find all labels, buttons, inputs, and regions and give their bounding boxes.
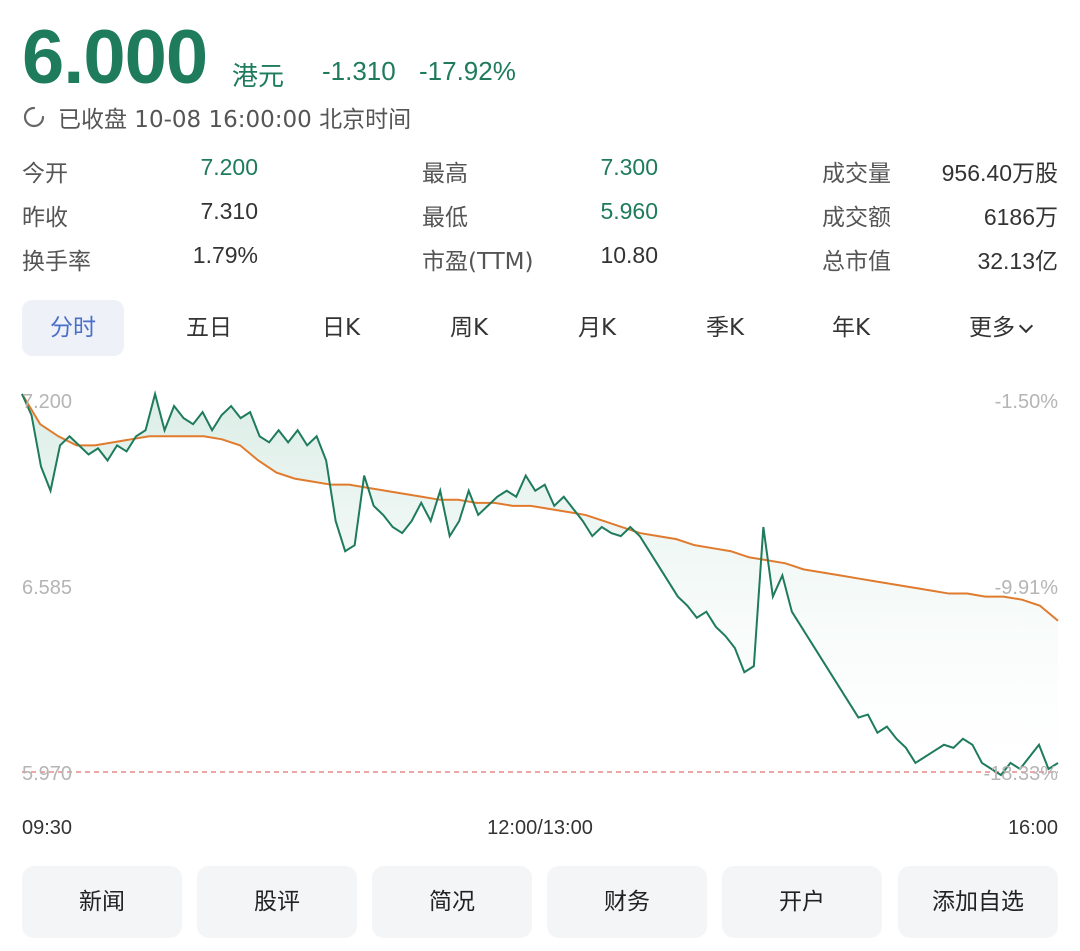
tab-label: 周K	[449, 315, 489, 341]
x-axis-tick: 12:00/13:00	[487, 817, 593, 839]
tab-daily-k[interactable]: 日K	[290, 300, 392, 356]
price-change: -1.310	[322, 56, 396, 86]
pe-value: 10.80	[600, 242, 658, 268]
market-cap-value: 32.13亿	[977, 248, 1058, 274]
market-cap-label: 总市值	[822, 249, 891, 275]
chart-fill-area	[22, 393, 1058, 776]
high-label: 最高	[422, 161, 468, 187]
prev-close-value: 7.310	[200, 198, 258, 224]
volume-value: 956.40万股	[941, 160, 1058, 186]
market-status: 已收盘 10-08 16:00:00 北京时间	[22, 100, 411, 134]
volume-label: 成交量	[822, 161, 891, 187]
x-axis-tick: 16:00	[1008, 817, 1058, 839]
tab-label: 月K	[577, 315, 617, 341]
y-axis-left-tick: 6.585	[22, 577, 72, 599]
profile-button[interactable]: 简况	[372, 866, 532, 938]
y-axis-right-tick: -18.33%	[984, 763, 1059, 785]
currency-unit: 港元	[232, 62, 285, 92]
turnover-rate-value: 1.79%	[192, 242, 258, 268]
tab-more[interactable]: 更多	[942, 300, 1058, 356]
open-label: 今开	[22, 161, 68, 187]
prev-close-label: 昨收	[22, 205, 68, 231]
financials-button[interactable]: 财务	[547, 866, 707, 938]
add-watchlist-button[interactable]: 添加自选	[898, 866, 1058, 938]
turnover-rate-label: 换手率	[22, 249, 91, 275]
y-axis-right-tick: -1.50%	[995, 391, 1059, 413]
low-label: 最低	[422, 205, 468, 231]
tab-label: 季K	[705, 315, 745, 341]
tab-label: 分时	[50, 315, 96, 341]
quote-stats: 今开 7.200 最高 7.300 成交量 956.40万股 昨收 7.310 …	[22, 150, 1058, 280]
news-button[interactable]: 新闻	[22, 866, 182, 938]
high-value: 7.300	[600, 154, 658, 180]
chevron-down-icon	[1018, 318, 1034, 334]
tab-five-day[interactable]: 五日	[158, 300, 260, 356]
chart-svg: 7.200 6.585 5.970 -1.50% -9.91% -18.33% 09:30 1…	[21, 390, 1059, 839]
tab-label: 更多	[969, 315, 1015, 341]
y-axis-right-tick: -9.91%	[995, 577, 1059, 599]
y-axis-left-tick: 7.200	[22, 391, 72, 413]
tab-label: 日K	[321, 315, 361, 341]
status-text: 已收盘 10-08 16:00:00 北京时间	[58, 107, 412, 133]
tab-yearly-k[interactable]: 年K	[800, 300, 902, 356]
tab-monthly-k[interactable]: 月K	[546, 300, 648, 356]
x-axis-tick: 09:30	[22, 817, 72, 839]
turnover-label: 成交额	[822, 205, 891, 231]
price-change-percent: -17.92%	[419, 56, 516, 86]
chart-period-tabs: 分时 五日 日K 周K 月K 季K 年K 更多	[22, 300, 1058, 356]
intraday-chart[interactable]: 7.200 6.585 5.970 -1.50% -9.91% -18.33% 09:30 1…	[0, 370, 1080, 850]
current-price: 6.000	[22, 15, 208, 100]
pe-label: 市盈(TTM)	[422, 249, 534, 275]
turnover-value: 6186万	[983, 204, 1058, 230]
tab-intraday[interactable]: 分时	[22, 300, 124, 356]
open-account-button[interactable]: 开户	[722, 866, 882, 938]
clock-icon	[23, 106, 45, 128]
price-line	[21, 390, 1059, 777]
open-value: 7.200	[200, 154, 258, 180]
low-value: 5.960	[600, 198, 658, 224]
y-axis-left-tick: 5.970	[22, 763, 72, 785]
tab-weekly-k[interactable]: 周K	[418, 300, 520, 356]
avg-price-line	[21, 393, 1059, 622]
comments-button[interactable]: 股评	[197, 866, 357, 938]
tab-label: 五日	[186, 315, 232, 341]
tab-quarterly-k[interactable]: 季K	[674, 300, 776, 356]
tab-label: 年K	[831, 315, 871, 341]
action-bar: 新闻 股评 简况 财务 开户 添加自选	[22, 866, 1058, 938]
